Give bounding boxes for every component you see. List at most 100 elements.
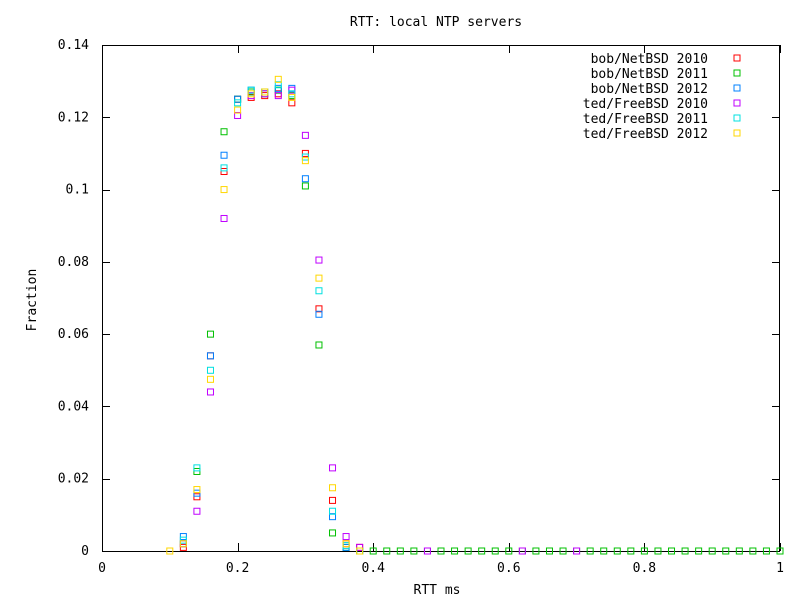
data-point (491, 547, 499, 555)
legend-label: ted/FreeBSD 2010 (583, 97, 708, 112)
data-point (234, 99, 242, 107)
data-point (247, 90, 255, 98)
data-point (329, 513, 337, 521)
x-tick-label: 0 (98, 561, 106, 576)
data-point (437, 547, 445, 555)
y-tick-label: 0.06 (58, 327, 89, 342)
data-point (668, 547, 676, 555)
data-point (220, 214, 228, 222)
data-point (179, 533, 187, 541)
series-points (179, 84, 364, 555)
x-axis-label: RTT ms (414, 583, 461, 598)
data-point (410, 547, 418, 555)
y-axis-label: Fraction (25, 269, 40, 332)
data-point (315, 287, 323, 295)
data-point (206, 330, 214, 338)
data-point (573, 547, 581, 555)
data-point (220, 128, 228, 136)
data-point (234, 95, 242, 103)
data-point (505, 547, 513, 555)
data-point (301, 153, 309, 161)
data-point (261, 88, 269, 96)
data-point (206, 352, 214, 360)
data-point (234, 95, 242, 103)
data-point (342, 542, 350, 550)
data-point (193, 489, 201, 497)
series-points (179, 90, 364, 551)
data-point (315, 256, 323, 264)
x-tick-label: 0.8 (633, 561, 656, 576)
series-points (179, 81, 364, 555)
data-point (274, 84, 282, 92)
data-point (315, 310, 323, 318)
data-point (234, 106, 242, 114)
legend-marker (733, 129, 741, 137)
data-point (179, 536, 187, 544)
data-point (220, 186, 228, 194)
data-point (261, 88, 269, 96)
y-tick-label: 0.02 (58, 472, 89, 487)
data-point (518, 547, 526, 555)
data-point (369, 547, 377, 555)
data-point (329, 507, 337, 515)
data-point (261, 92, 269, 100)
data-point (315, 341, 323, 349)
data-point (193, 507, 201, 515)
data-point (342, 543, 350, 551)
data-point (301, 131, 309, 139)
data-point (681, 547, 689, 555)
data-point (464, 547, 472, 555)
y-tick-label: 0.04 (58, 399, 89, 414)
x-tick-labels: 0 0.2 0.4 0.6 0.8 1 (98, 561, 784, 576)
data-point (315, 274, 323, 282)
data-point (220, 164, 228, 172)
data-point (613, 547, 621, 555)
data-point (274, 92, 282, 100)
data-point (532, 547, 540, 555)
data-point (274, 81, 282, 89)
data-point (695, 547, 703, 555)
data-point (329, 529, 337, 537)
data-point (329, 464, 337, 472)
data-point (776, 547, 784, 555)
data-point (342, 540, 350, 548)
data-point (342, 543, 350, 551)
data-point (193, 486, 201, 494)
data-point (206, 375, 214, 383)
tick-marks (102, 45, 781, 552)
x-tick-label: 1 (776, 561, 784, 576)
data-point (301, 149, 309, 157)
data-point (261, 90, 269, 98)
data-point (288, 99, 296, 107)
y-tick-label: 0.14 (58, 38, 89, 53)
y-tick-label: 0.1 (66, 183, 89, 198)
data-point (193, 467, 201, 475)
data-point (220, 151, 228, 159)
data-point (356, 543, 364, 551)
chart-title: RTT: local NTP servers (350, 15, 522, 30)
legend-label: ted/FreeBSD 2011 (583, 112, 708, 127)
plot-frame (102, 45, 780, 552)
data-point (356, 547, 364, 555)
data-point (329, 484, 337, 492)
data-point (735, 547, 743, 555)
legend-label: bob/NetBSD 2010 (591, 52, 708, 67)
data-point (288, 93, 296, 101)
data-point (247, 86, 255, 94)
legend-marker (733, 84, 741, 92)
y-tick-labels: 0 0.02 0.04 0.06 0.08 0.1 0.12 0.14 (58, 38, 89, 559)
data-point (206, 366, 214, 374)
data-point (179, 540, 187, 548)
data-point (342, 540, 350, 548)
data-point (640, 547, 648, 555)
y-tick-label: 0.12 (58, 110, 89, 125)
data-point (288, 90, 296, 98)
data-points (166, 75, 784, 555)
data-point (749, 547, 757, 555)
data-point (451, 547, 459, 555)
data-point (423, 547, 431, 555)
data-point (301, 175, 309, 183)
data-point (234, 111, 242, 119)
x-tick-label: 0.6 (497, 561, 520, 576)
